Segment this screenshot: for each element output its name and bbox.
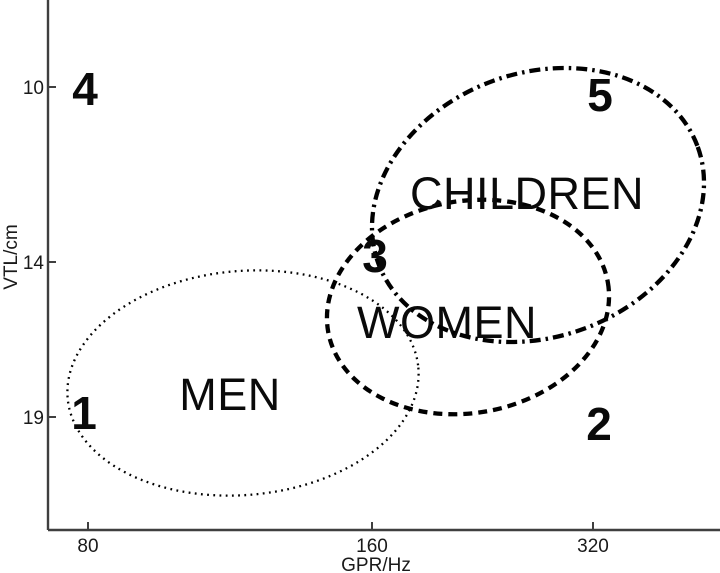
y-axis-title: VTL/cm — [1, 224, 22, 289]
region-marker-5: 5 — [587, 69, 613, 121]
y-tick-label-19: 19 — [23, 408, 44, 429]
x-tick-label-320: 320 — [577, 536, 609, 557]
x-tick-label-160: 160 — [356, 536, 388, 557]
group-label-children: CHILDREN — [410, 168, 644, 219]
region-marker-4: 4 — [72, 63, 98, 115]
ellipse-children — [369, 65, 707, 345]
y-tick-label-10: 10 — [23, 78, 44, 99]
group-label-women: WOMEN — [357, 297, 537, 348]
x-tick-label-80: 80 — [77, 536, 98, 557]
region-marker-3: 3 — [362, 230, 388, 282]
x-axis-title: GPR/Hz — [341, 555, 411, 573]
y-tick-label-14: 14 — [23, 253, 45, 274]
ellipse-women — [324, 197, 612, 417]
region-marker-1: 1 — [71, 387, 97, 439]
group-label-men: MEN — [179, 369, 281, 420]
ellipse-men — [66, 269, 420, 497]
region-marker-2: 2 — [586, 398, 612, 450]
